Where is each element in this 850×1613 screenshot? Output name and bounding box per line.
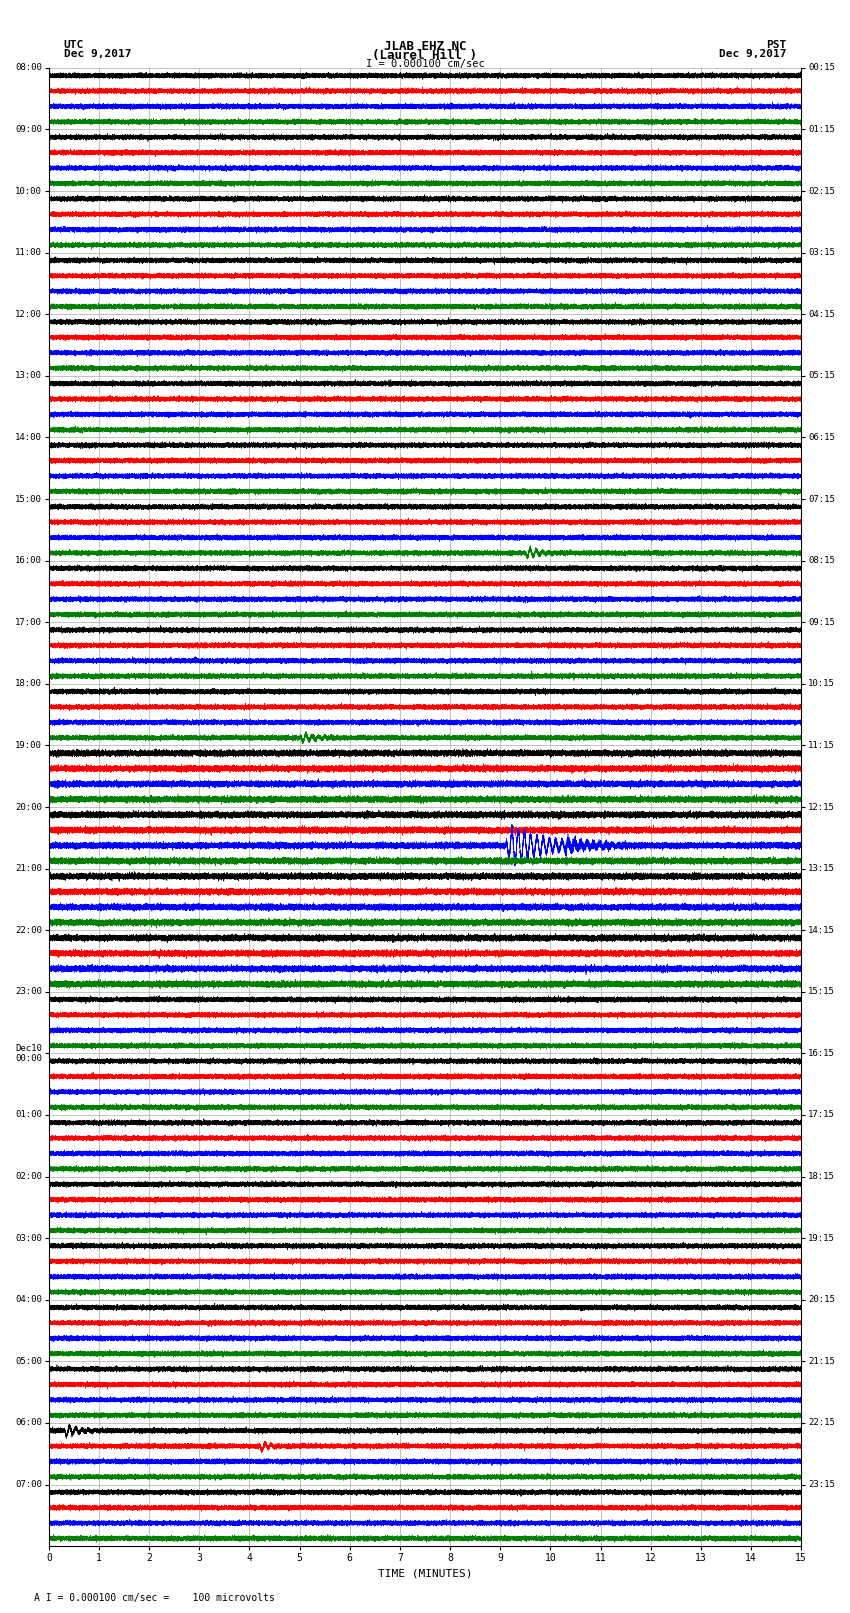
Text: (Laurel Hill ): (Laurel Hill ): [372, 50, 478, 63]
Text: A I = 0.000100 cm/sec =    100 microvolts: A I = 0.000100 cm/sec = 100 microvolts: [34, 1594, 275, 1603]
Text: JLAB EHZ NC: JLAB EHZ NC: [383, 39, 467, 53]
Text: Dec 9,2017: Dec 9,2017: [719, 50, 786, 60]
X-axis label: TIME (MINUTES): TIME (MINUTES): [377, 1569, 473, 1579]
Text: Dec 9,2017: Dec 9,2017: [64, 50, 131, 60]
Text: UTC: UTC: [64, 39, 84, 50]
Text: PST: PST: [766, 39, 786, 50]
Text: I = 0.000100 cm/sec: I = 0.000100 cm/sec: [366, 58, 484, 69]
